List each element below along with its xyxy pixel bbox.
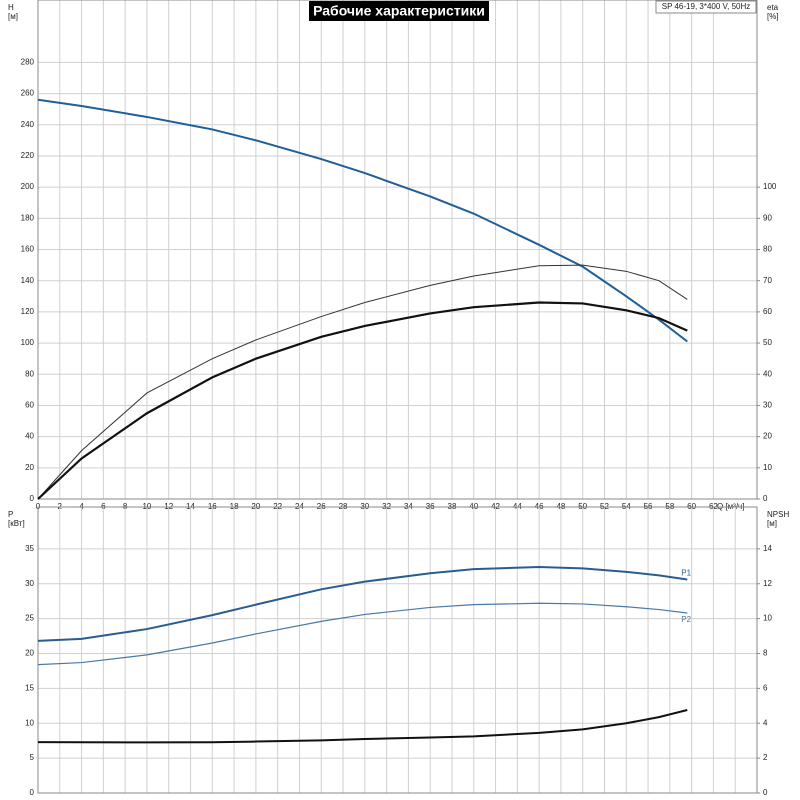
curve bbox=[37, 98, 688, 343]
y-tick-label: 180 bbox=[21, 213, 35, 222]
y2-tick-label: 12 bbox=[763, 579, 772, 588]
y-tick-label: 280 bbox=[21, 57, 35, 66]
y-tick-label: 260 bbox=[21, 89, 35, 98]
curve-label: P1 bbox=[681, 569, 691, 578]
y2-tick-label: 0 bbox=[763, 494, 768, 503]
y2-tick-label: 40 bbox=[763, 369, 772, 378]
y-tick-label: 20 bbox=[25, 649, 34, 658]
y2-tick-label: 90 bbox=[763, 213, 772, 222]
y-tick-label: 140 bbox=[21, 276, 35, 285]
y2-tick-label: 10 bbox=[763, 614, 772, 623]
y-tick-label: 30 bbox=[25, 579, 34, 588]
y-tick-label: 0 bbox=[30, 494, 35, 503]
y2-tick-label: 2 bbox=[763, 753, 768, 762]
y-tick-label: 20 bbox=[25, 463, 34, 472]
chart-subtitle: SP 46-19, 3*400 V, 50Hz bbox=[662, 2, 751, 11]
y2-tick-label: 10 bbox=[763, 463, 772, 472]
y-tick-label: 80 bbox=[25, 369, 34, 378]
y-tick-label: 120 bbox=[21, 307, 35, 316]
y2-tick-label: 50 bbox=[763, 338, 772, 347]
y2-tick-label: 14 bbox=[763, 544, 772, 553]
y2-axis-unit: [м] bbox=[767, 519, 777, 528]
y-axis-label: P bbox=[8, 510, 13, 519]
y-tick-label: 40 bbox=[25, 432, 34, 441]
y2-tick-label: 4 bbox=[763, 718, 768, 727]
y-tick-label: 10 bbox=[25, 718, 34, 727]
y-axis-label: H bbox=[8, 3, 14, 12]
curve bbox=[37, 602, 688, 666]
y-tick-label: 100 bbox=[21, 338, 35, 347]
y2-tick-label: 20 bbox=[763, 432, 772, 441]
y2-axis-label: NPSH bbox=[767, 510, 789, 519]
y2-tick-label: 100 bbox=[763, 182, 777, 191]
y-tick-label: 35 bbox=[25, 544, 34, 553]
y2-tick-label: 70 bbox=[763, 276, 772, 285]
curve bbox=[37, 565, 688, 642]
plot-frame bbox=[37, 506, 758, 794]
plot-frame bbox=[37, 0, 758, 500]
curve bbox=[37, 301, 688, 500]
y2-tick-label: 80 bbox=[763, 245, 772, 254]
y-tick-label: 220 bbox=[21, 151, 35, 160]
y2-tick-label: 6 bbox=[763, 683, 768, 692]
subtitle-box bbox=[655, 0, 757, 14]
y-tick-label: 15 bbox=[25, 683, 34, 692]
title-box bbox=[309, 1, 489, 21]
curve bbox=[37, 264, 688, 500]
y-tick-label: 60 bbox=[25, 401, 34, 410]
y2-axis-unit: [%] bbox=[767, 12, 779, 21]
y-tick-label: 25 bbox=[25, 614, 34, 623]
y-axis-unit: [кВт] bbox=[8, 519, 25, 528]
y2-tick-label: 8 bbox=[763, 649, 768, 658]
chart-title: Рабочие характеристики bbox=[313, 3, 485, 19]
curve bbox=[37, 709, 688, 744]
y-tick-label: 0 bbox=[30, 788, 35, 797]
curve-label: P2 bbox=[681, 615, 691, 624]
y-axis-unit: [м] bbox=[8, 12, 18, 21]
y-tick-label: 240 bbox=[21, 120, 35, 129]
y2-tick-label: 0 bbox=[763, 788, 768, 797]
y2-tick-label: 30 bbox=[763, 401, 772, 410]
y2-axis-label: eta bbox=[767, 3, 779, 12]
y-tick-label: 200 bbox=[21, 182, 35, 191]
y-tick-label: 5 bbox=[30, 753, 35, 762]
y-tick-label: 160 bbox=[21, 245, 35, 254]
y2-tick-label: 60 bbox=[763, 307, 772, 316]
